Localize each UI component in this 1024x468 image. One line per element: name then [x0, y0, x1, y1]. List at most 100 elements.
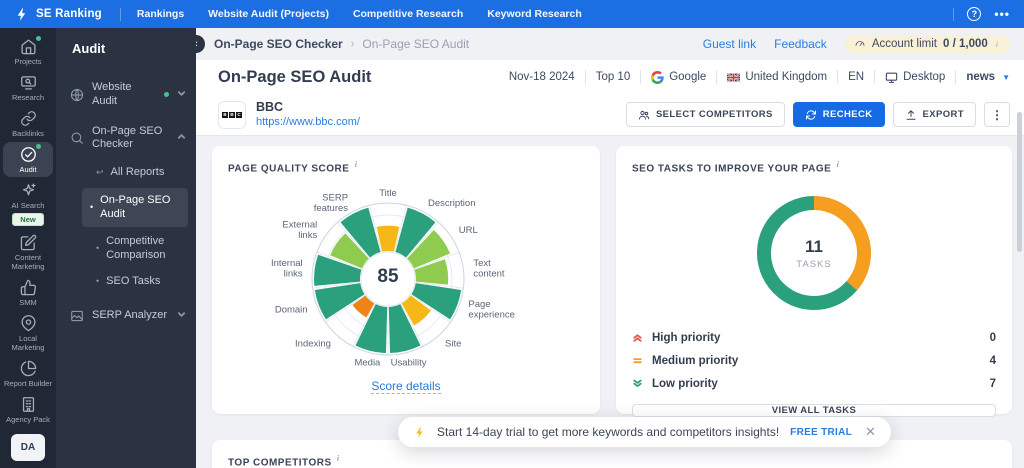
chevron-down-icon: [177, 89, 186, 101]
sidebar-item-label: On-Page SEO Audit: [100, 194, 182, 222]
notification-dot: [164, 92, 169, 97]
svg-text:URL: URL: [459, 225, 478, 236]
rail-item-backlinks[interactable]: Backlinks: [3, 106, 53, 141]
sidebar-title: Audit: [56, 28, 196, 73]
trial-toast: Start 14-day trial to get more keywords …: [398, 417, 891, 447]
tasks-count-label: TASKS: [796, 259, 831, 270]
pie-chart-icon: [20, 360, 37, 377]
free-trial-link[interactable]: FREE TRIAL: [790, 427, 852, 438]
svg-text:Description: Description: [428, 198, 476, 209]
favicon-letter: B: [222, 112, 228, 118]
top-nav-menu: Rankings Website Audit (Projects) Compet…: [137, 8, 582, 20]
setting-date[interactable]: Nov-18 2024: [509, 71, 575, 83]
setting-depth[interactable]: Top 10: [596, 71, 631, 83]
priority-count: 0: [990, 332, 996, 344]
score-details-link[interactable]: Score details: [371, 379, 440, 394]
rail-item-ai-search[interactable]: AI Search New: [3, 178, 53, 229]
rail-item-report-builder[interactable]: Report Builder: [3, 356, 53, 391]
home-icon: [20, 38, 37, 55]
sidebar-item-label: SERP Analyzer: [92, 309, 167, 323]
account-limit-badge[interactable]: Account limit 0 / 1,000 i: [845, 35, 1010, 53]
priority-count: 4: [990, 355, 996, 367]
tasks-count: 11: [805, 237, 823, 257]
chevron-up-icon: [177, 132, 186, 144]
left-icon-rail: Projects Research Backlinks Audit A: [0, 28, 56, 468]
sidebar-item-onpage-seo-audit[interactable]: • On-Page SEO Audit: [82, 188, 188, 228]
sidebar-item-serp-analyzer[interactable]: SERP Analyzer: [56, 301, 196, 331]
setting-device[interactable]: Desktop: [885, 71, 945, 84]
medium-priority-row: Medium priority 4: [632, 349, 996, 372]
export-icon: [905, 109, 917, 121]
rail-item-audit[interactable]: Audit: [3, 142, 53, 177]
double-chevron-up-icon: [632, 332, 643, 343]
rail-item-smm[interactable]: SMM: [3, 275, 53, 310]
setting-region-label: United Kingdom: [745, 71, 827, 83]
rail-item-content-marketing[interactable]: Content Marketing: [3, 230, 53, 274]
guest-link[interactable]: Guest link: [703, 37, 756, 51]
nav-competitive-research[interactable]: Competitive Research: [353, 8, 463, 20]
setting-search-engine[interactable]: Google: [651, 71, 706, 84]
rail-item-label: Audit: [19, 165, 36, 174]
breadcrumb-bar: On-Page SEO Checker › On-Page SEO Audit …: [196, 28, 1024, 60]
svg-text:Site: Site: [445, 339, 461, 350]
gauge-icon: [854, 38, 866, 50]
rail-item-agency-pack[interactable]: Agency Pack: [3, 392, 53, 427]
info-icon[interactable]: i: [355, 160, 358, 169]
priority-legend: High priority 0 Medium priority 4 Low pr…: [616, 324, 1012, 395]
export-button[interactable]: EXPORT: [893, 102, 976, 127]
sidebar-item-label: SEO Tasks: [106, 275, 160, 289]
info-icon[interactable]: i: [337, 454, 340, 463]
nav-rankings[interactable]: Rankings: [137, 8, 184, 20]
notification-dot: [36, 144, 41, 149]
sidebar-item-onpage-seo-checker[interactable]: On-Page SEO Checker: [56, 117, 196, 161]
priority-label: Medium priority: [652, 355, 738, 367]
setting-language[interactable]: EN: [848, 71, 864, 83]
help-icon[interactable]: ?: [967, 7, 981, 21]
info-icon[interactable]: i: [996, 40, 998, 49]
rail-item-research[interactable]: Research: [3, 70, 53, 105]
sidebar-item-competitive-comparison[interactable]: • Competitive Comparison: [56, 229, 196, 269]
nav-keyword-research[interactable]: Keyword Research: [487, 8, 582, 20]
divider: [640, 70, 641, 84]
close-icon[interactable]: ✕: [865, 424, 876, 440]
divider: [716, 70, 717, 84]
rail-item-projects[interactable]: Projects: [3, 34, 53, 69]
brand-logo[interactable]: SE Ranking: [0, 7, 102, 22]
user-avatar[interactable]: DA: [11, 434, 45, 461]
page-quality-score-card: PAGE QUALITY SCORE i TitleDescriptionURL…: [212, 146, 600, 414]
divider: [120, 8, 121, 21]
select-competitors-button[interactable]: SELECT COMPETITORS: [626, 102, 785, 127]
nav-website-audit[interactable]: Website Audit (Projects): [208, 8, 329, 20]
rail-item-local-marketing[interactable]: Local Marketing: [3, 311, 53, 355]
divider: [837, 70, 838, 84]
card-title-text: SEO TASKS TO IMPROVE YOUR PAGE: [632, 163, 831, 174]
divider: [585, 70, 586, 84]
sidebar-item-all-reports[interactable]: ↩ All Reports: [56, 160, 196, 186]
vertical-scrollbar[interactable]: [1017, 112, 1022, 252]
breadcrumb-parent[interactable]: On-Page SEO Checker: [214, 37, 343, 51]
return-arrow-icon: ↩: [96, 167, 104, 178]
svg-text:Usability: Usability: [391, 358, 427, 369]
button-label: EXPORT: [923, 109, 964, 120]
recheck-button[interactable]: RECHECK: [793, 102, 885, 127]
divider: [874, 70, 875, 84]
sidebar-item-website-audit[interactable]: Website Audit: [56, 73, 196, 117]
view-all-tasks-button[interactable]: VIEW ALL TASKS: [632, 404, 996, 417]
edit-icon: [20, 234, 37, 251]
svg-text:Media: Media: [354, 358, 381, 369]
site-url-link[interactable]: https://www.bbc.com/: [256, 115, 360, 129]
setting-keyword-dropdown[interactable]: news ▼: [966, 71, 1010, 83]
divider: [953, 8, 954, 21]
more-options-button[interactable]: ⋮: [984, 102, 1010, 127]
sidebar-item-label: Competitive Comparison: [106, 235, 186, 263]
bullet-icon: •: [96, 243, 99, 254]
feedback-link[interactable]: Feedback: [774, 37, 827, 51]
svg-text:Internallinks: Internallinks: [271, 258, 303, 280]
more-menu-icon[interactable]: •••: [994, 9, 1010, 19]
tasks-donut-chart: 11 TASKS: [749, 188, 879, 318]
setting-region[interactable]: United Kingdom: [727, 71, 827, 84]
svg-text:Domain: Domain: [275, 305, 308, 316]
sidebar-item-seo-tasks[interactable]: • SEO Tasks: [56, 269, 196, 295]
card-title-text: PAGE QUALITY SCORE: [228, 163, 349, 174]
info-icon[interactable]: i: [837, 160, 840, 169]
